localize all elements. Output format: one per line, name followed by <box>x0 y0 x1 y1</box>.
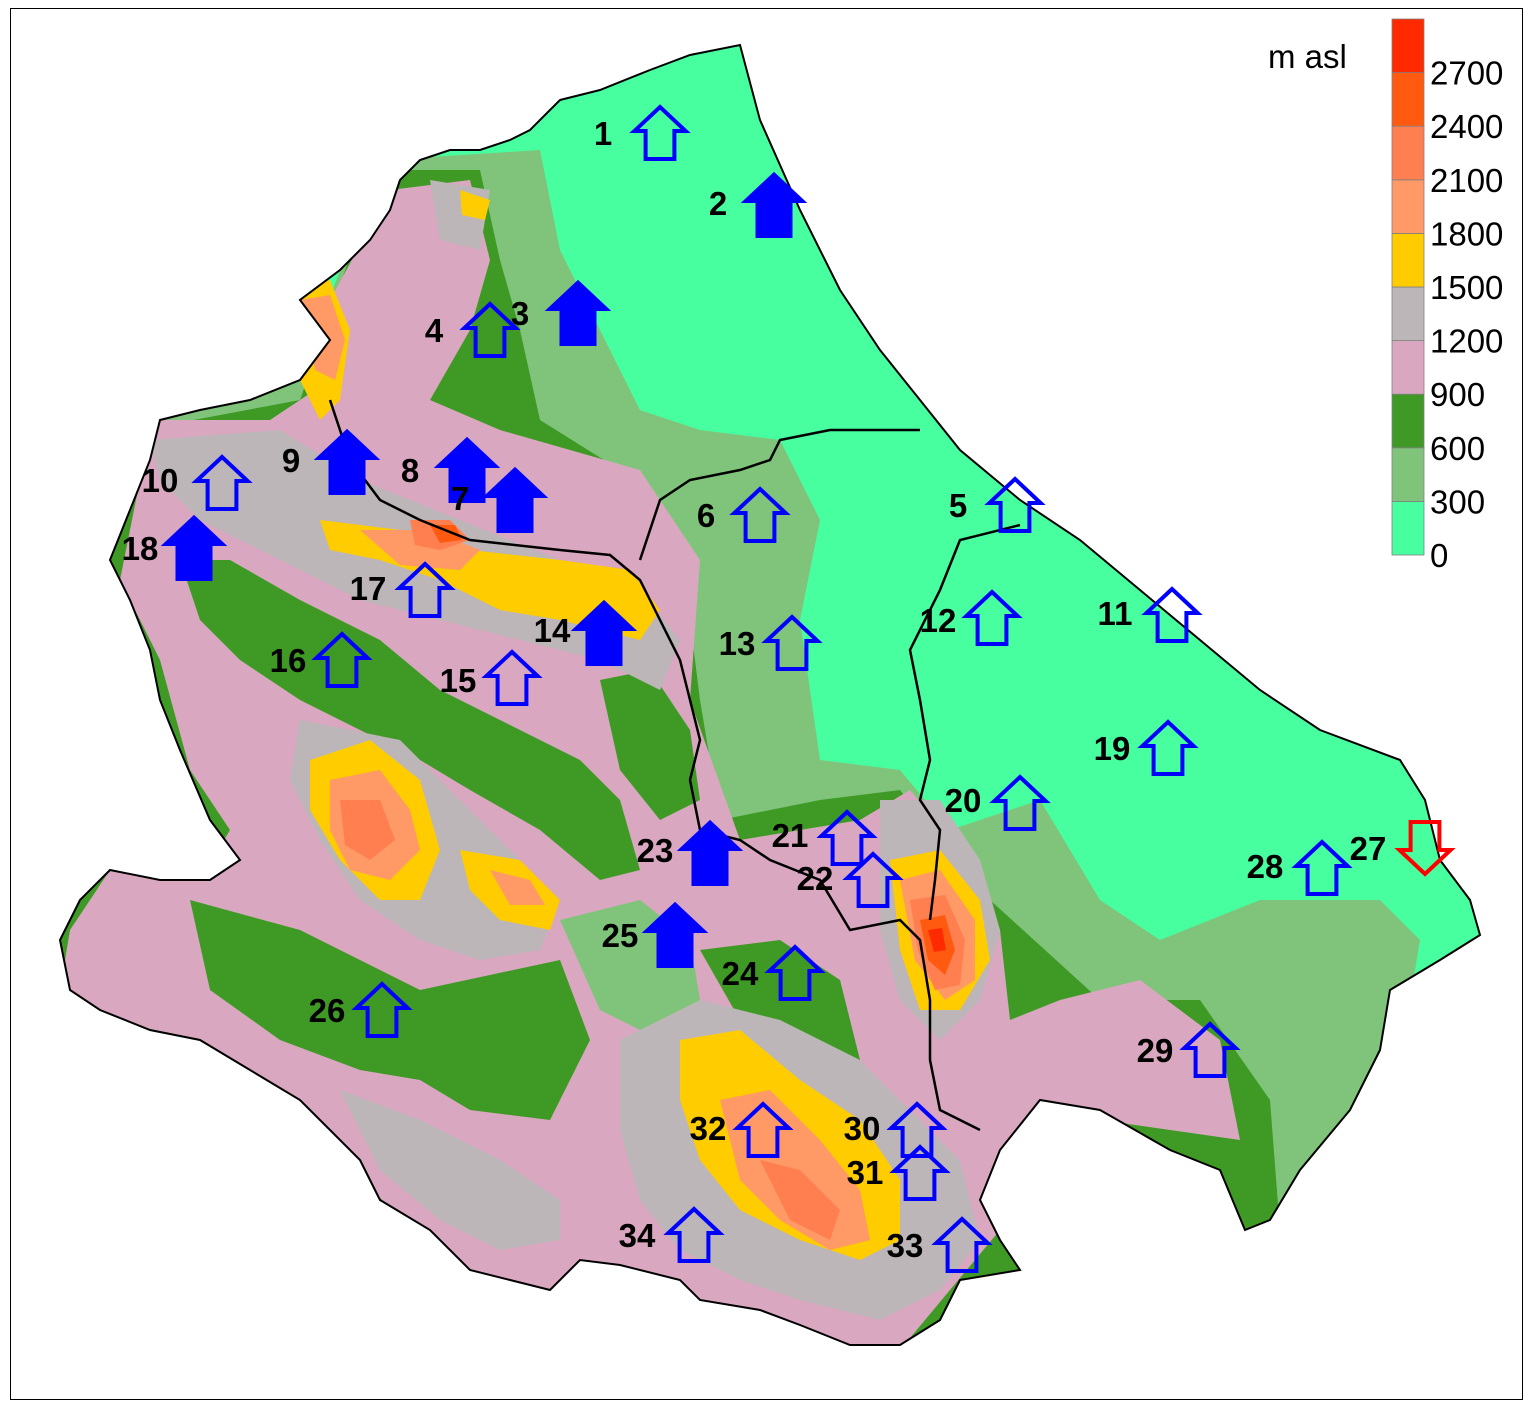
station-label: 13 <box>719 625 756 662</box>
station-label: 12 <box>920 602 957 639</box>
legend-label: 2700 <box>1430 55 1503 92</box>
station-label: 27 <box>1350 830 1387 867</box>
trend-up-arrow-icon <box>931 1216 993 1273</box>
legend-label: 2400 <box>1430 108 1503 145</box>
trend-up-arrow-icon <box>889 1144 951 1201</box>
trend-up-arrow-icon <box>842 851 904 908</box>
station-label: 29 <box>1137 1032 1174 1069</box>
legend-swatch <box>1391 179 1425 234</box>
province-border <box>908 523 1021 921</box>
trend-up-arrow-icon <box>394 561 456 618</box>
legend-label: 300 <box>1430 483 1485 520</box>
station-label: 9 <box>282 442 300 479</box>
station-label: 10 <box>142 462 179 499</box>
trend-up-arrow-icon <box>160 514 228 581</box>
trend-up-arrow-icon <box>764 944 826 1001</box>
station-label: 15 <box>440 662 477 699</box>
trend-up-arrow-icon <box>740 171 808 238</box>
legend-swatch <box>1391 125 1425 181</box>
trend-up-arrow-icon <box>641 901 709 968</box>
trend-up-arrow-icon <box>1137 719 1199 776</box>
station-label: 32 <box>690 1110 727 1147</box>
station-label: 28 <box>1247 848 1284 885</box>
trend-up-arrow-icon <box>984 476 1046 533</box>
station-label: 34 <box>619 1217 656 1254</box>
trend-up-arrow-icon <box>663 1206 725 1263</box>
trend-up-arrow-icon <box>761 614 823 671</box>
trend-up-arrow-icon <box>311 631 373 688</box>
trend-up-arrow-icon <box>989 774 1051 831</box>
station-label: 7 <box>451 480 469 517</box>
station-label: 21 <box>772 817 809 854</box>
station-label: 22 <box>797 860 834 897</box>
station-label: 6 <box>697 497 715 534</box>
station-label: 4 <box>425 312 444 349</box>
trend-up-arrow-icon <box>1179 1021 1241 1078</box>
trend-up-arrow-icon <box>816 809 878 866</box>
trend-up-arrow-icon <box>481 649 543 706</box>
legend-label: 1200 <box>1430 323 1503 360</box>
station-label: 23 <box>637 832 674 869</box>
legend-swatch <box>1391 340 1425 395</box>
legend-swatch <box>1391 286 1425 341</box>
station-label: 16 <box>270 642 307 679</box>
station-label: 20 <box>945 782 982 819</box>
legend-swatch <box>1391 393 1425 449</box>
station-label: 11 <box>1098 595 1133 632</box>
trend-up-arrow-icon <box>433 436 501 503</box>
trend-up-arrow-icon <box>732 1101 794 1158</box>
trend-up-arrow-icon <box>676 819 744 886</box>
trend-arrows <box>160 104 1456 1273</box>
station-label: 33 <box>887 1227 924 1264</box>
station-label: 2 <box>709 185 727 222</box>
legend-label: 600 <box>1430 430 1485 467</box>
legend-label: 1500 <box>1430 269 1503 306</box>
trend-up-arrow-icon <box>1291 839 1353 896</box>
legend-unit: m asl <box>1268 38 1347 75</box>
trend-up-arrow-icon <box>961 589 1023 646</box>
station-label: 19 <box>1094 730 1131 767</box>
trend-up-arrow-icon <box>459 301 521 358</box>
trend-up-arrow-icon <box>1141 586 1203 643</box>
station-label: 30 <box>844 1110 881 1147</box>
legend-swatch <box>1391 72 1425 127</box>
legend-swatch <box>1391 500 1425 556</box>
legend-swatch <box>1391 232 1425 288</box>
legend-swatch <box>1391 447 1425 502</box>
station-label: 8 <box>401 452 419 489</box>
station-label: 14 <box>534 612 571 649</box>
trend-up-arrow-icon <box>886 1101 948 1158</box>
province-border <box>328 399 981 1132</box>
legend-label: 2100 <box>1430 162 1503 199</box>
map-frame <box>10 8 1523 1400</box>
station-label: 5 <box>949 487 967 524</box>
trend-up-arrow-icon <box>313 428 381 495</box>
elevation-legend: m asl 0 300 600 900 1200 1500 1800 2100 2400 2700 <box>1268 18 1503 574</box>
legend-label: 900 <box>1430 376 1485 413</box>
trend-up-arrow-icon <box>351 981 413 1038</box>
station-label: 26 <box>309 992 346 1029</box>
station-label: 31 <box>847 1154 884 1191</box>
trend-down-arrow-icon <box>1394 820 1456 877</box>
legend-swatch <box>1391 18 1425 73</box>
legend-label: 0 <box>1430 537 1448 574</box>
station-label: 17 <box>350 570 387 607</box>
trend-up-arrow-icon <box>544 279 612 346</box>
station-label: 25 <box>602 917 639 954</box>
trend-up-arrow-icon <box>629 104 691 161</box>
station-labels: 1234567891011121314151617181920212223242… <box>122 115 1387 1264</box>
trend-up-arrow-icon <box>729 486 791 543</box>
province-border <box>638 428 920 561</box>
trend-up-arrow-icon <box>191 454 253 511</box>
trend-up-arrow-icon <box>570 599 638 666</box>
station-label: 1 <box>594 115 612 152</box>
legend-label: 1800 <box>1430 215 1503 252</box>
station-label: 3 <box>511 295 529 332</box>
station-label: 18 <box>122 530 159 567</box>
station-label: 24 <box>722 955 759 992</box>
